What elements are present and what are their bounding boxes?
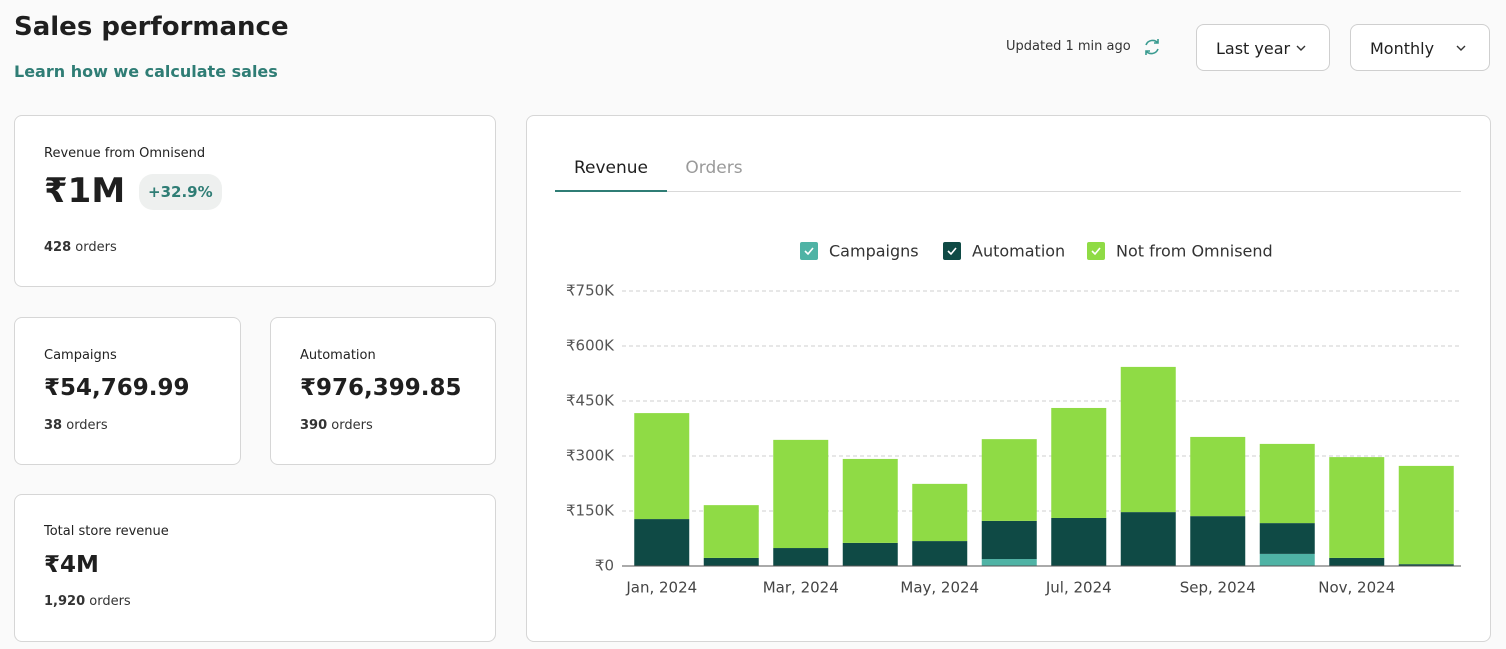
dropdown-label: Monthly <box>1370 39 1435 58</box>
bar-segment <box>842 542 898 566</box>
x-tick-label: Sep, 2024 <box>1180 579 1256 597</box>
y-tick-label: ₹300K <box>566 447 615 465</box>
y-tick-label: ₹750K <box>566 282 615 300</box>
help-link[interactable]: Learn how we calculate sales <box>14 62 278 81</box>
orders: 38 orders <box>44 418 108 433</box>
orders-unit: orders <box>331 418 373 433</box>
bar-segment <box>912 483 968 542</box>
chevron <box>1296 45 1306 51</box>
x-tick-label: Jan, 2024 <box>625 579 697 597</box>
orders-count: 390 <box>300 418 328 433</box>
legend-label: Not from Omnisend <box>1116 242 1273 261</box>
x-tick-label: May, 2024 <box>900 579 979 597</box>
total-card: Total store revenue ₹4M 1,920 orders <box>14 494 496 642</box>
orders: 390 orders <box>300 418 373 433</box>
x-tick-label: Jul, 2024 <box>1045 579 1112 597</box>
bar-segment <box>703 557 759 566</box>
refresh-icon[interactable] <box>1142 37 1162 57</box>
bar-segment <box>1051 407 1107 518</box>
bar-segment <box>634 519 690 566</box>
dropdown-label: Last year <box>1216 39 1291 58</box>
bar-segment <box>1398 465 1454 565</box>
period-dropdown[interactable]: Last year <box>1196 24 1330 71</box>
bar-segment <box>634 413 690 520</box>
bar-segment <box>1120 512 1176 566</box>
card-label: Automation <box>300 348 376 363</box>
card-value: ₹976,399.85 <box>300 375 462 401</box>
legend-swatch <box>943 242 961 260</box>
bar-segment <box>703 505 759 558</box>
campaigns-card: Campaigns ₹54,769.99 38 orders <box>14 317 241 465</box>
y-tick-label: ₹600K <box>566 337 615 355</box>
x-tick-label: Mar, 2024 <box>763 579 839 597</box>
bar-segment <box>1329 557 1385 566</box>
orders-count: 1,920 <box>44 594 86 609</box>
bar-segment <box>1259 443 1315 524</box>
tab[interactable]: Revenue <box>574 158 648 178</box>
bar-segment <box>1190 516 1246 566</box>
legend-swatch <box>800 242 818 260</box>
revenue-card: Revenue from Omnisend ₹1M +32.9% 428 ord… <box>14 115 496 287</box>
x-tick-label: Nov, 2024 <box>1318 579 1395 597</box>
bar-segment <box>842 458 898 543</box>
y-tick-label: ₹150K <box>566 502 615 520</box>
bar-segment <box>912 541 968 566</box>
bar-segment <box>1329 457 1385 558</box>
bar-segment <box>981 520 1037 560</box>
bar-segment <box>1051 517 1107 566</box>
updated-text: Updated 1 min ago <box>1006 39 1131 54</box>
orders: 1,920 orders <box>44 594 131 609</box>
bar-segment <box>1398 564 1454 566</box>
orders-unit: orders <box>66 418 108 433</box>
bar-segment <box>981 439 1037 521</box>
orders-unit: orders <box>75 240 117 255</box>
automation-card: Automation ₹976,399.85 390 orders <box>270 317 496 465</box>
page-title: Sales performance <box>14 12 289 42</box>
bar-segment <box>1259 523 1315 554</box>
y-tick-label: ₹0 <box>595 557 614 575</box>
card-value: ₹54,769.99 <box>44 375 190 401</box>
orders: 428 orders <box>44 240 117 255</box>
interval-dropdown[interactable]: Monthly <box>1350 24 1490 71</box>
bar-segment <box>1120 366 1176 513</box>
orders-count: 38 <box>44 418 63 433</box>
bar-segment <box>1259 553 1315 566</box>
bar-segment <box>981 559 1037 566</box>
legend-swatch <box>1087 242 1105 260</box>
legend-check <box>1091 247 1101 256</box>
legend-check <box>947 247 957 256</box>
legend-label: Campaigns <box>829 242 919 261</box>
bar-segment <box>1190 436 1246 517</box>
card-label: Revenue from Omnisend <box>44 146 206 161</box>
change-badge: +32.9% <box>139 174 222 210</box>
y-tick-label: ₹450K <box>566 392 615 410</box>
card-value: ₹4M <box>44 552 99 578</box>
legend-label: Automation <box>972 242 1065 261</box>
orders-unit: orders <box>89 594 131 609</box>
orders-count: 428 <box>44 240 72 255</box>
legend-check <box>804 247 814 256</box>
card-label: Campaigns <box>44 348 117 363</box>
bar-segment <box>773 548 829 566</box>
card-value: ₹1M <box>44 171 126 211</box>
card-label: Total store revenue <box>44 524 169 539</box>
bar-segment <box>773 439 829 549</box>
chevron <box>1456 45 1466 51</box>
tab[interactable]: Orders <box>685 158 742 178</box>
